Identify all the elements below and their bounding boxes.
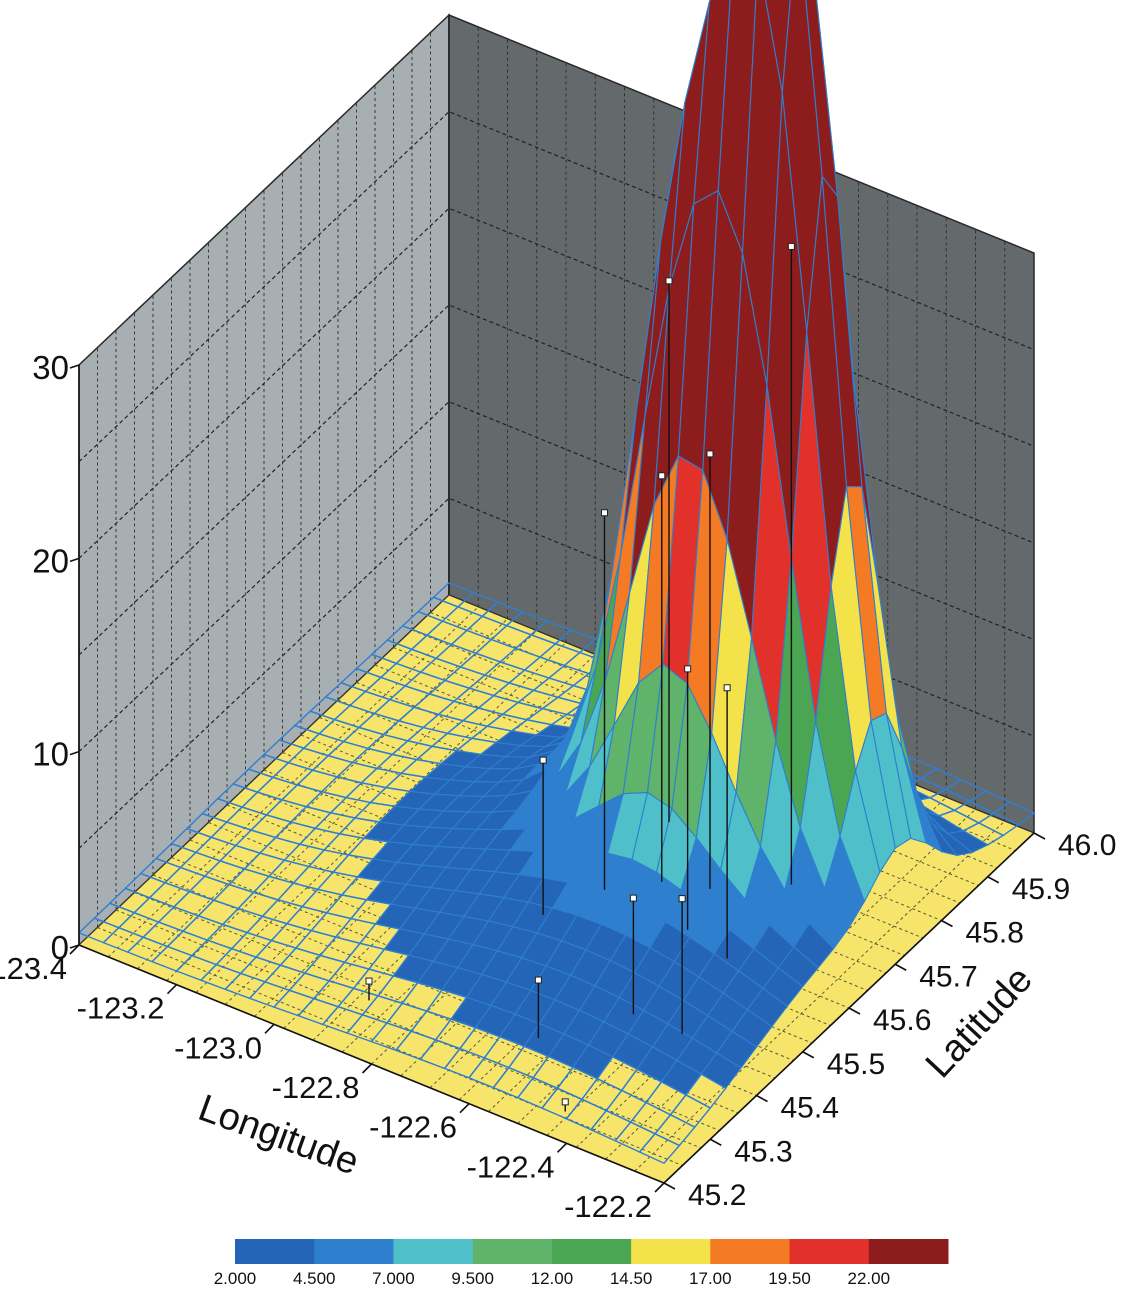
sample-point [665,277,673,285]
x-tick-label: -123.0 [174,1030,262,1065]
x-tick-label: -122.8 [272,1070,360,1105]
colorbar-label: 22.00 [848,1269,891,1288]
z-tick [69,557,80,563]
sample-point [601,509,608,517]
x-tick-label: -122.6 [369,1110,457,1145]
y-tick [802,1051,815,1059]
sample-point [539,756,547,764]
y-tick [663,1182,676,1190]
surface-cell [638,1132,681,1165]
y-tick [709,1138,722,1146]
z-tick-label: 30 [32,349,69,386]
x-tick-label: -122.2 [564,1189,652,1224]
sample-point [723,684,731,692]
y-tick [894,963,907,971]
z-gridline [78,110,1035,463]
z-tick-label: 0 [51,929,69,966]
x-tick-label: -122.4 [467,1149,555,1184]
colorbar-swatch [235,1239,315,1264]
colorbar-label: 17.00 [689,1269,732,1288]
y-tick-label: 45.4 [781,1092,839,1125]
floor-gridline [634,820,1006,1172]
colorbar-swatch [631,1239,711,1264]
y-tick-label: 45.8 [966,917,1024,950]
colorbar-swatch [314,1239,394,1264]
x-tick [69,944,80,955]
sample-point [365,977,373,985]
sample-point [787,242,795,250]
z-tick-label: 20 [32,542,69,579]
y-tick-label: 45.5 [827,1048,885,1081]
y-tick-label: 45.6 [873,1004,931,1037]
z-tick [69,364,80,369]
x-tick-label: -123.4 [0,951,67,986]
colorbar-label: 9.500 [451,1269,494,1288]
colorbar-swatch [393,1239,474,1264]
z-tick [69,750,80,756]
colorbar-label: 7.000 [372,1269,415,1288]
x-tick [556,1142,568,1153]
colorbar-swatch [472,1239,553,1264]
y-tick [987,876,1000,884]
y-tick [848,1007,861,1015]
sample-point [684,665,692,673]
sample-point [678,895,686,903]
colorbar-swatch [789,1239,870,1264]
colorbar-label: 2.000 [214,1269,257,1288]
x-tick [361,1063,373,1074]
y-tick [941,919,953,928]
sample-point [706,450,714,458]
floor-gridline [166,630,538,982]
x-tick [654,1182,665,1193]
colorbar-label: 12.00 [531,1269,574,1288]
colorbar-swatch [868,1239,949,1264]
sample-point [561,1098,569,1106]
z-tick-label: 10 [32,736,69,773]
sample-points [365,242,795,1112]
axes: 0 10 20 30 -123.4 -123.2 -123.0 -122.8 -122.6 -12… [0,349,1116,1224]
colorbar-label: 19.50 [768,1269,811,1288]
y-tick-label: 45.3 [734,1135,792,1168]
z-gridline [78,304,1035,656]
y-tick [756,1094,768,1103]
x-tick-label: -123.2 [77,991,165,1026]
colorbar-label: 14.50 [610,1269,653,1288]
sample-point [629,894,637,902]
y-tick-label: 45.9 [1012,873,1070,906]
y-tick-label: 45.2 [688,1179,746,1212]
x-tick [166,984,178,995]
y-tick [1033,832,1046,840]
sample-point [658,472,666,480]
colorbar-label: 4.500 [293,1269,336,1288]
z-gridline [78,497,1035,849]
z-gridline [78,207,1035,559]
surface-mesh [77,0,1036,1165]
y-tick-label: 46.0 [1058,829,1116,862]
x-tick [459,1103,470,1114]
colorbar: 2.000 4.500 7.000 9.500 12.00 14.50 17.00 19.50… [214,1239,949,1288]
colorbar-swatch [551,1239,632,1264]
x-tick [264,1023,275,1034]
colorbar-swatch [710,1239,791,1264]
floor-gridline [137,618,508,970]
z-gridline [78,400,1035,753]
sample-point [534,976,542,984]
y-tick-label: 45.7 [919,960,977,993]
